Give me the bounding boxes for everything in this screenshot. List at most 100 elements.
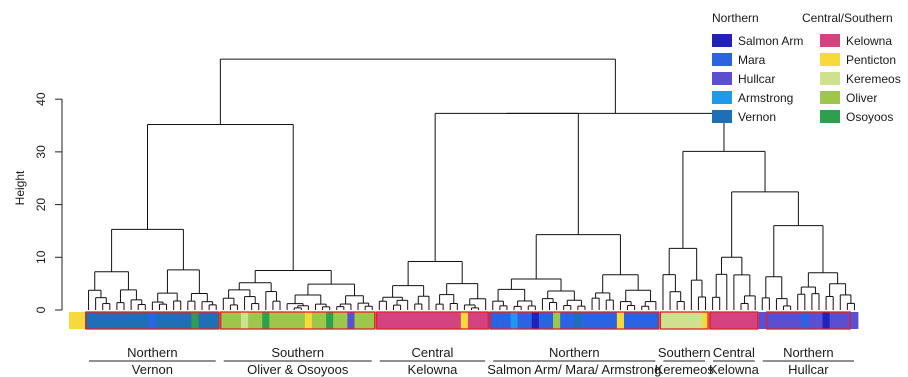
y-tick-label: 30 [34, 145, 48, 159]
legend-swatch [712, 72, 732, 85]
leaf-color-cell [609, 312, 618, 329]
leaf-color-cell [460, 312, 469, 329]
leaf-color-cell [283, 312, 292, 329]
cluster-boxes [85, 311, 851, 330]
cluster-site-label: Salmon Arm/ Mara/ Armstrong [487, 362, 661, 377]
leaf-color-cell [212, 312, 221, 329]
leaf-color-cell [333, 312, 341, 329]
leaf-color-cell [787, 312, 795, 329]
leaf-color-cell [680, 312, 689, 329]
leaf-color-cell [716, 312, 724, 329]
leaf-color-cell [170, 312, 178, 329]
legend-label: Kelowna [846, 34, 892, 48]
leaf-color-cell [148, 312, 157, 329]
leaf-color-cell [120, 312, 128, 329]
leaf-color-cell [779, 312, 788, 329]
leaf-color-cell [368, 312, 377, 329]
leaf-color-cell [347, 312, 355, 329]
leaf-color-cell [850, 312, 859, 329]
cluster-box [766, 311, 851, 330]
cluster-site-label: Hullcar [788, 362, 829, 377]
leaf-color-cell [163, 312, 171, 329]
leaf-color-cell [241, 312, 249, 329]
leaf-color-cell [248, 312, 256, 329]
leaf-color-cell [361, 312, 370, 329]
leaf-color-cell [673, 312, 682, 329]
leaf-color-cell [531, 312, 540, 329]
legend-swatch [820, 110, 840, 123]
leaf-color-cell [709, 312, 717, 329]
leaf-color-bar [69, 312, 859, 329]
leaf-color-cell [418, 312, 426, 329]
legend-swatch [820, 91, 840, 104]
leaf-color-cell [645, 312, 653, 329]
leaf-color-cell [751, 312, 760, 329]
leaf-color-cell [652, 312, 660, 329]
leaf-color-cell [382, 312, 391, 329]
leaf-color-cell [588, 312, 597, 329]
leaf-color-cell [772, 312, 781, 329]
leaf-color-cell [467, 312, 476, 329]
leaf-color-cell [560, 312, 568, 329]
y-tick-label: 0 [34, 306, 48, 313]
legend-column-title: Northern [712, 11, 759, 25]
leaf-color-cell [404, 312, 412, 329]
leaf-color-cell [106, 312, 114, 329]
leaf-color-cell [815, 312, 823, 329]
leaf-color-cell [737, 312, 745, 329]
leaf-color-cell [85, 312, 93, 329]
leaf-color-cell [843, 312, 852, 329]
leaf-color-cell [730, 312, 738, 329]
cluster-site-label: Oliver & Osoyoos [247, 362, 349, 377]
leaf-color-cell [354, 312, 362, 329]
leaf-color-cell [113, 312, 121, 329]
leaf-color-cell [808, 312, 816, 329]
leaf-color-cell [141, 312, 150, 329]
leaf-color-cell [425, 312, 433, 329]
leaf-color-cell [496, 312, 504, 329]
legend-swatch [712, 53, 732, 66]
legend-label: Salmon Arm [738, 34, 803, 48]
legend-label: Penticton [846, 53, 896, 67]
leaf-color-cell [503, 312, 511, 329]
cluster-region-label: Central [713, 345, 755, 360]
leaf-color-cell [701, 312, 710, 329]
leaf-color-cell [326, 312, 334, 329]
leaf-color-cell [184, 312, 192, 329]
legend-label: Hullcar [738, 72, 775, 86]
leaf-color-cell [545, 312, 554, 329]
leaf-color-cell [311, 312, 320, 329]
cluster-site-label: Kelowna [408, 362, 459, 377]
legend-swatch [712, 91, 732, 104]
cluster-region-label: Northern [127, 345, 178, 360]
leaf-color-cell [205, 312, 214, 329]
leaf-color-cell [411, 312, 419, 329]
leaf-color-cell [375, 312, 384, 329]
cluster-box [376, 311, 489, 330]
leaf-color-cell [631, 312, 639, 329]
leaf-color-cell [439, 312, 448, 329]
y-tick-label: 20 [34, 198, 48, 212]
leaf-color-cell [638, 312, 646, 329]
leaf-color-cell [517, 312, 526, 329]
legend-label: Keremeos [846, 72, 901, 86]
leaf-color-cell [666, 312, 675, 329]
legend-swatch [712, 34, 732, 47]
cluster-box [659, 311, 709, 330]
leaf-color-cell [255, 312, 263, 329]
leaf-color-cell [687, 312, 696, 329]
leaf-color-cell [836, 312, 845, 329]
leaf-color-cell [482, 312, 490, 329]
legend-swatch [820, 53, 840, 66]
cluster-region-label: Central [412, 345, 454, 360]
leaf-color-cell [794, 312, 802, 329]
cluster-site-label: Keremeos [655, 362, 715, 377]
legend-swatch [820, 34, 840, 47]
leaf-color-cell [595, 312, 604, 329]
legend-label: Armstrong [738, 91, 793, 105]
leaf-color-cell [191, 312, 199, 329]
leaf-color-cell [829, 312, 838, 329]
y-axis-label: Height [13, 170, 27, 205]
leaf-color-cell [553, 312, 561, 329]
